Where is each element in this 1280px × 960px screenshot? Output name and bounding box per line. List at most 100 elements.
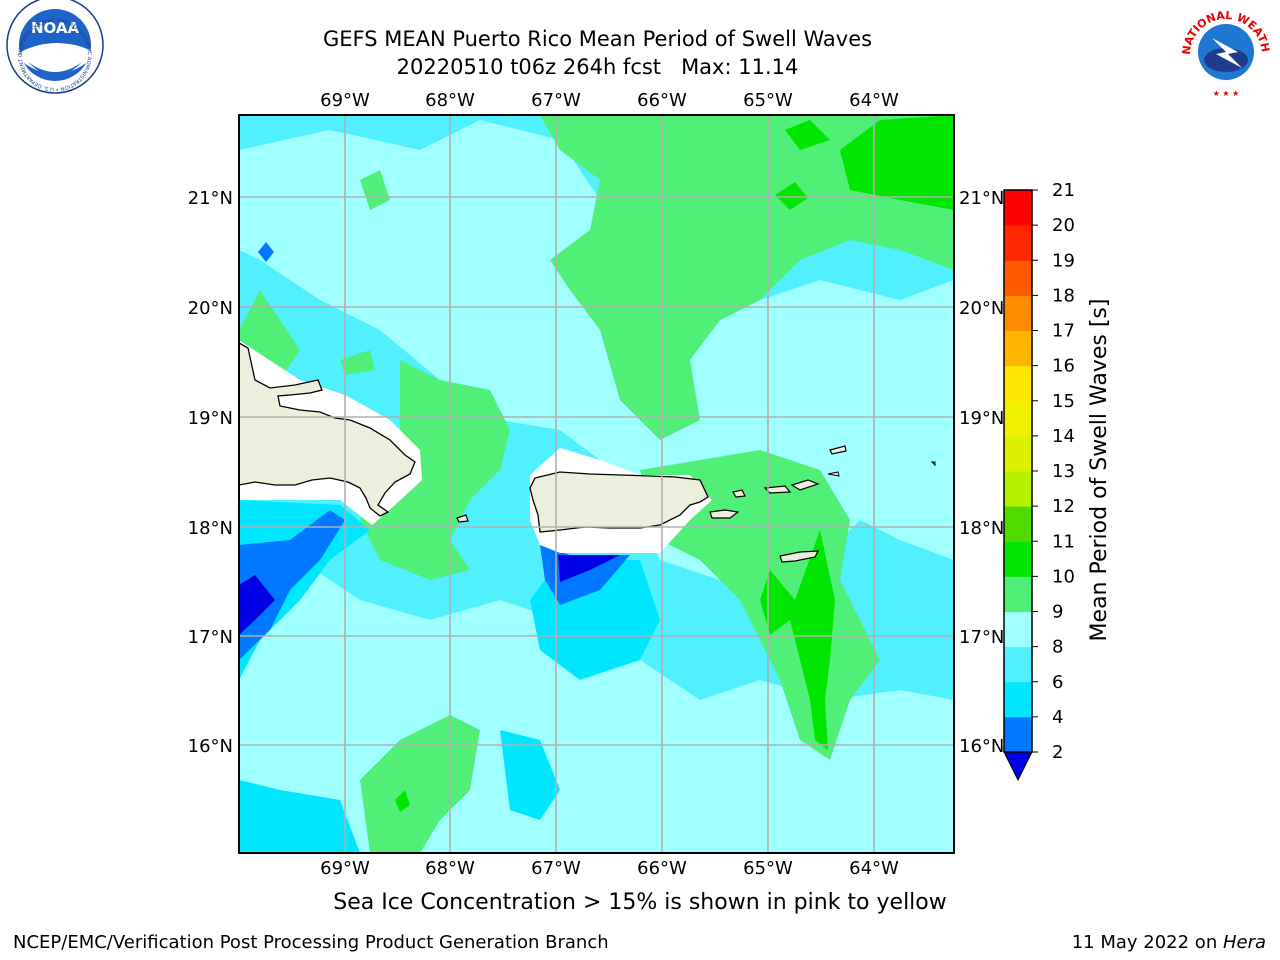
colorbar-swatch [1004, 541, 1032, 577]
colorbar-tick-label: 19 [1052, 250, 1075, 271]
colorbar-tick-label: 17 [1052, 321, 1075, 342]
colorbar-tick-label: 11 [1052, 531, 1075, 552]
lon-tick-top: 69°W [320, 90, 370, 111]
lon-tick-top: 68°W [425, 90, 475, 111]
nws-logo-ring-text: NATIONAL WEATHER SERVICE [0, 0, 1272, 55]
footer-host: Hera [1222, 932, 1266, 953]
colorbar: 2 4 6 8 9 10 11 12 13 14 15 16 17 18 19 20 21 [1003, 180, 1075, 782]
contour-9-10-island-band [360, 360, 510, 580]
lon-tick-bottom: 69°W [320, 858, 370, 879]
nws-logo: NATIONAL WEATHER SERVICE ★ ★ ★ [0, 0, 1272, 98]
colorbar-tick-label: 2 [1052, 742, 1063, 763]
lon-tick-bottom: 68°W [425, 858, 475, 879]
colorbar-tick-label: 14 [1052, 426, 1075, 447]
colorbar-label: Mean Period of Swell Waves [s] [1087, 299, 1112, 642]
contour-6-8-s2 [500, 730, 560, 820]
lon-tick-top: 67°W [531, 90, 581, 111]
land-puerto-rico [529, 471, 709, 533]
land-small-1 [827, 471, 840, 477]
colorbar-swatch [1004, 646, 1032, 683]
svg-text:★ ★ ★: ★ ★ ★ [1213, 89, 1240, 98]
axis-labels: 69°W 68°W 67°W 66°W 65°W 64°W 69°W 68°W … [188, 90, 1005, 879]
colorbar-tick-label: 8 [1052, 637, 1063, 658]
lat-tick-left: 16°N [188, 736, 233, 757]
noaa-logo: NOAA NATIONAL OCEANIC AND ATMOSPHERIC AD… [0, 0, 104, 94]
contour-10-11-s [395, 790, 410, 812]
colorbar-swatch [1004, 400, 1032, 437]
contour-2-4-pr [558, 555, 620, 582]
colorbar-swatch [1004, 471, 1032, 507]
svg-text:NATIONAL WEATHER SERVICE: NATIONAL WEATHER SERVICE [0, 0, 1272, 55]
colorbar-tick-label: 4 [1052, 707, 1063, 728]
colorbar-tick-label: 16 [1052, 356, 1075, 377]
colorbar-swatch [1004, 365, 1032, 402]
colorbar-swatch [1004, 225, 1032, 261]
colorbar-swatch [1004, 190, 1032, 226]
land-mona [456, 514, 469, 523]
lat-tick-left: 20°N [188, 298, 233, 319]
colorbar-tick-label: 20 [1052, 215, 1075, 236]
lat-tick-right: 19°N [959, 408, 1004, 429]
contour-10-11-ne [840, 115, 954, 210]
contour-4-6-n [258, 242, 274, 262]
colorbar-tick-label: 18 [1052, 285, 1075, 306]
lon-tick-bottom: 67°W [531, 858, 581, 879]
colorbar-tick-label: 13 [1052, 461, 1075, 482]
map-frame [238, 114, 955, 854]
map-subtitle: 20220510 t06z 264h fcst Max: 11.14 [396, 55, 799, 79]
contour-9-10-small-n [360, 170, 390, 210]
lat-tick-right: 18°N [959, 518, 1004, 539]
lon-tick-bottom: 66°W [637, 858, 687, 879]
land-vi-stjohn [790, 479, 820, 491]
contour-6-8-sw2 [239, 780, 360, 853]
colorbar-swatch [1004, 435, 1032, 472]
land-small-2 [930, 461, 936, 467]
colorbar-swatch [1004, 716, 1032, 753]
lon-tick-bottom: 65°W [743, 858, 793, 879]
contour-4-6-sw [239, 510, 345, 660]
footer-credit: NCEP/EMC/Verification Post Processing Pr… [13, 932, 609, 953]
lon-tick-top: 64°W [849, 90, 899, 111]
contour-9-10-small-c [340, 350, 375, 375]
lat-tick-right: 16°N [959, 736, 1004, 757]
lat-tick-left: 18°N [188, 518, 233, 539]
lat-tick-left: 17°N [188, 627, 233, 648]
colorbar-tick-label: 6 [1052, 672, 1063, 693]
sea-ice-note: Sea Ice Concentration > 15% is shown in … [333, 890, 947, 915]
land-culebra [732, 489, 746, 498]
colorbar-swatch [1004, 260, 1032, 296]
land-anegada [829, 445, 847, 455]
contour-field [239, 115, 954, 853]
lat-tick-right: 17°N [959, 627, 1004, 648]
contour-10-11-n [785, 120, 830, 150]
land-vieques [709, 509, 740, 519]
colorbar-swatch [1004, 576, 1032, 612]
colorbar-swatch [1004, 611, 1032, 648]
colorbar-swatch [1004, 681, 1032, 718]
lat-tick-right: 21°N [959, 188, 1004, 209]
colorbar-tick-label: 12 [1052, 496, 1075, 517]
footer-date-text: 11 May 2022 on [1071, 932, 1223, 953]
lon-tick-bottom: 64°W [849, 858, 899, 879]
colorbar-swatch [1004, 295, 1032, 331]
colorbar-tick-label: 9 [1052, 602, 1063, 623]
contour-10-11-n2 [775, 182, 808, 210]
contour-2-4-sw [239, 575, 275, 635]
colorbar-swatch [1004, 506, 1032, 542]
land-hispaniola [239, 342, 416, 517]
colorbar-extend-arrow [1003, 751, 1033, 782]
colorbar-tick-label: 10 [1052, 566, 1075, 587]
gridlines [239, 115, 954, 853]
map-title: GEFS MEAN Puerto Rico Mean Period of Swe… [322, 27, 873, 51]
lat-tick-right: 20°N [959, 298, 1004, 319]
colorbar-tick-label: 15 [1052, 391, 1075, 412]
footer-date: 11 May 2022 on Hera [1072, 932, 1266, 953]
colorbar-swatch [1004, 330, 1032, 367]
lon-tick-top: 65°W [743, 90, 793, 111]
contour-10-11-e [760, 530, 835, 750]
noaa-logo-text: NOAA [31, 19, 80, 37]
lat-tick-left: 19°N [188, 408, 233, 429]
colorbar-tick-label: 21 [1052, 180, 1075, 201]
lon-tick-top: 66°W [637, 90, 687, 111]
